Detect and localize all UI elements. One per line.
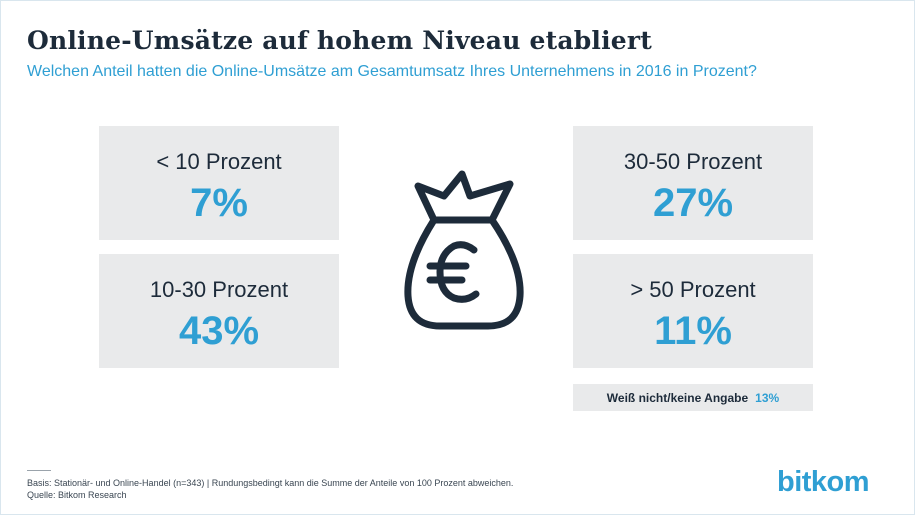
chart-title: Online-Umsätze auf hohem Niveau etablier… [27, 26, 653, 55]
footnote-source: Quelle: Bitkom Research [27, 490, 127, 500]
bitkom-logo: bitkom [777, 466, 870, 498]
category-value: 27% [652, 181, 734, 225]
category-box-1: < 10 Prozent 7% [99, 126, 339, 240]
footnote-divider [27, 470, 51, 471]
chart-subtitle: Welchen Anteil hatten die Online-Umsätze… [27, 63, 757, 80]
category-box-4: > 50 Prozent 11% [573, 254, 813, 368]
no-answer-value: 13% [755, 390, 780, 405]
category-box-3: 30-50 Prozent 27% [573, 126, 813, 240]
no-answer-label: Weiß nicht/keine Angabe [606, 390, 749, 405]
category-label: > 50 Prozent [630, 277, 756, 302]
no-answer-note: Weiß nicht/keine Angabe 13% [573, 384, 813, 411]
category-label: 30-50 Prozent [623, 149, 763, 174]
category-value: 7% [190, 181, 248, 225]
category-box-2: 10-30 Prozent 43% [99, 254, 339, 368]
category-label: 10-30 Prozent [149, 277, 289, 302]
category-value: 11% [654, 309, 732, 353]
footnote-basis: Basis: Stationär- und Online-Handel (n=3… [27, 478, 514, 488]
category-value: 43% [178, 309, 260, 353]
money-bag-euro-icon [404, 170, 524, 330]
category-label: < 10 Prozent [156, 149, 282, 174]
